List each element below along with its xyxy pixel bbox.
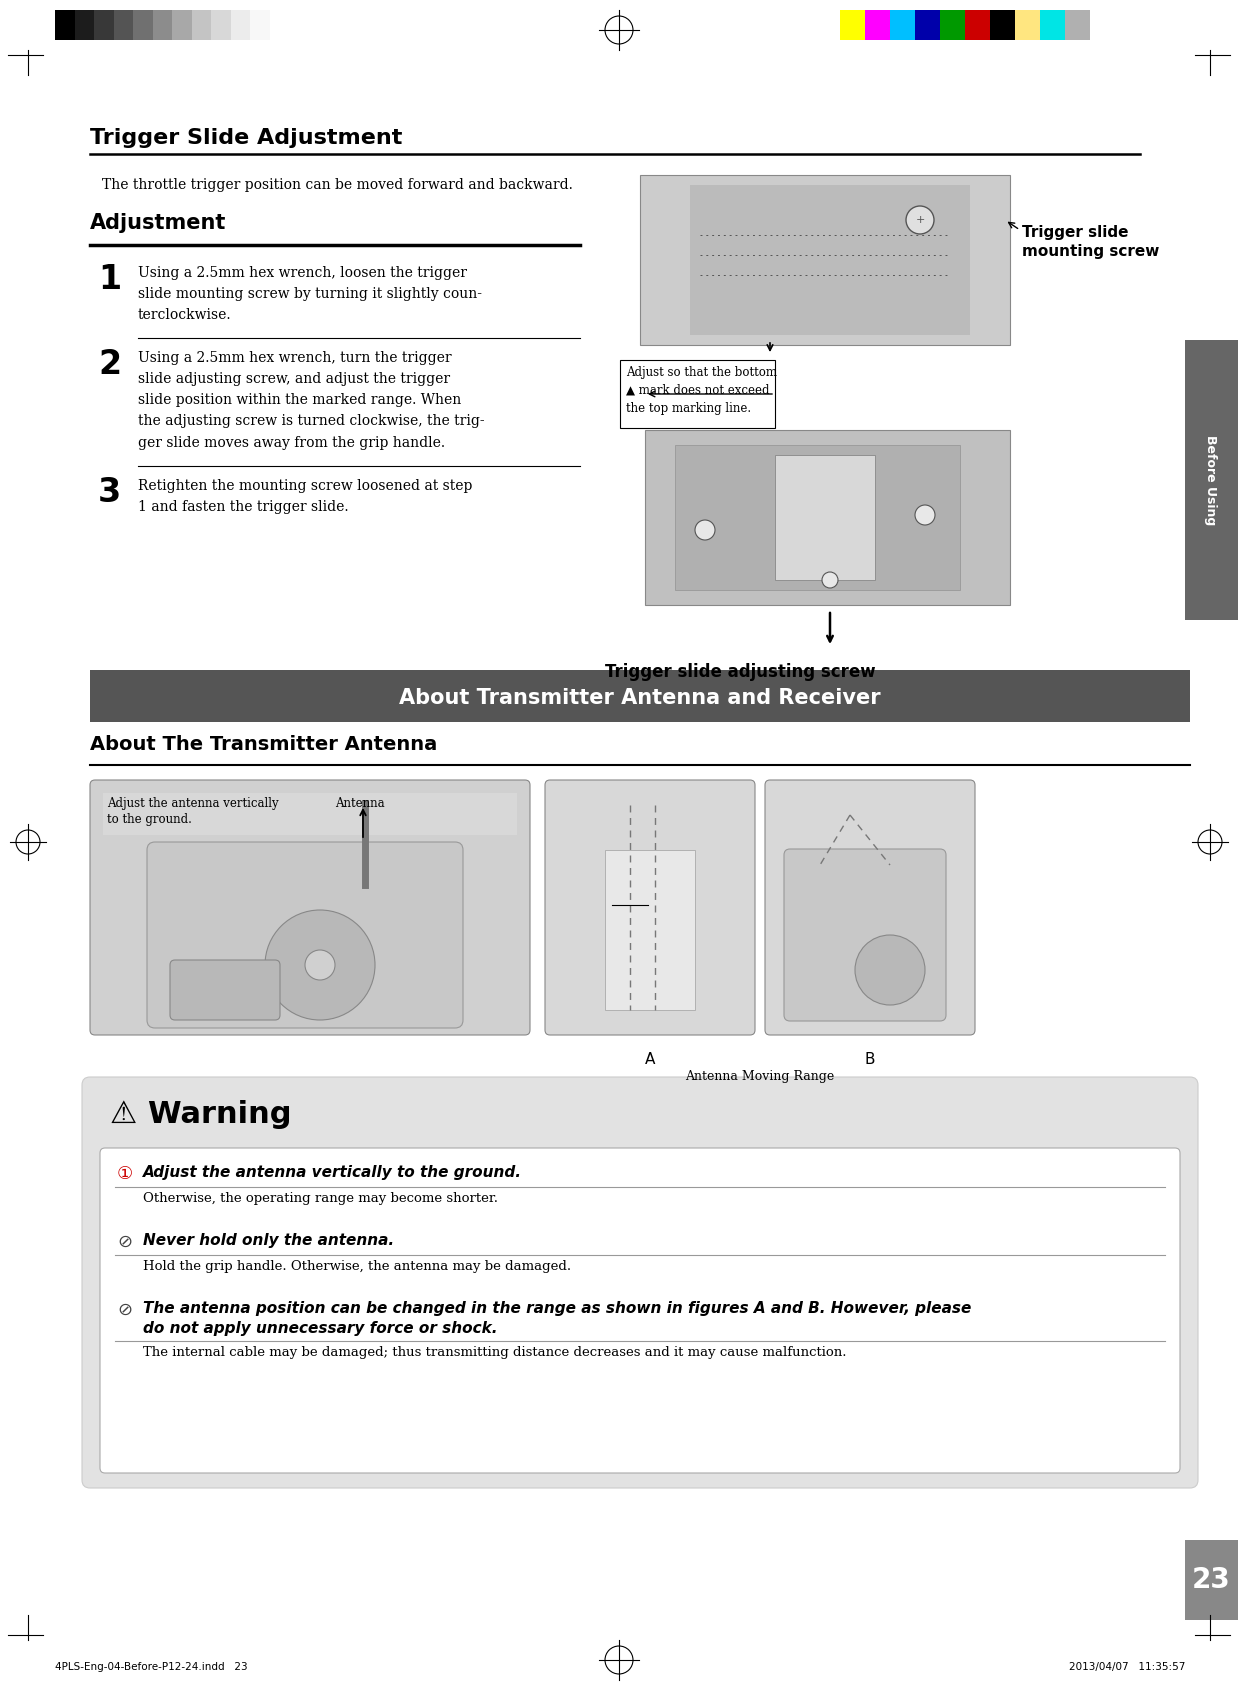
Bar [192,10,212,40]
Circle shape [915,506,935,526]
Text: Adjustment: Adjustment [90,212,227,233]
FancyBboxPatch shape [545,780,755,1035]
Bar [1185,340,1238,620]
Bar [114,10,134,40]
Text: Hold the grip handle. Otherwise, the antenna may be damaged.: Hold the grip handle. Otherwise, the ant… [144,1260,571,1272]
Bar [1185,1540,1238,1619]
Bar [890,10,915,40]
Text: A: A [645,1051,655,1067]
Bar [690,185,971,335]
Bar [990,10,1015,40]
Bar [103,794,517,836]
Circle shape [265,910,375,1019]
Text: 2013/04/07   11:35:57: 2013/04/07 11:35:57 [1068,1661,1185,1672]
Text: ⊘: ⊘ [118,1233,132,1250]
Text: Adjust the antenna vertically
to the ground.: Adjust the antenna vertically to the gro… [106,797,279,826]
Bar [172,10,192,40]
Circle shape [855,935,925,1004]
Bar [640,175,1010,345]
Text: Antenna: Antenna [335,797,385,810]
Text: 23: 23 [1192,1565,1231,1594]
Text: Adjust the antenna vertically to the ground.: Adjust the antenna vertically to the gro… [144,1164,522,1179]
Text: Retighten the mounting screw loosened at step
1 and fasten the trigger slide.: Retighten the mounting screw loosened at… [137,479,473,514]
Text: Otherwise, the operating range may become shorter.: Otherwise, the operating range may becom… [144,1191,498,1205]
Bar [1040,10,1065,40]
Text: Antenna Moving Range: Antenna Moving Range [686,1070,834,1083]
Text: 2: 2 [98,349,121,381]
Bar [620,361,775,428]
FancyBboxPatch shape [765,780,976,1035]
Bar [134,10,152,40]
Text: 1: 1 [98,263,121,297]
Bar [250,10,270,40]
Bar [940,10,964,40]
FancyBboxPatch shape [784,849,946,1021]
Bar [94,10,114,40]
Bar [645,430,1010,605]
Bar [1065,10,1089,40]
FancyBboxPatch shape [147,842,463,1028]
Circle shape [906,206,933,234]
FancyBboxPatch shape [90,780,530,1035]
Text: B: B [865,1051,875,1067]
Bar [964,10,990,40]
Text: Never hold only the antenna.: Never hold only the antenna. [144,1233,394,1249]
Text: 4PLS-Eng-04-Before-P12-24.indd   23: 4PLS-Eng-04-Before-P12-24.indd 23 [54,1661,248,1672]
Bar [775,455,875,580]
Text: +: + [915,216,925,226]
Text: Trigger slide adjusting screw: Trigger slide adjusting screw [604,662,875,681]
Bar [54,10,74,40]
Circle shape [305,950,335,981]
Text: ①: ① [118,1164,134,1183]
Text: Before Using: Before Using [1205,435,1217,526]
Bar [90,671,1190,721]
Bar [865,10,890,40]
Text: The internal cable may be damaged; thus transmitting distance decreases and it m: The internal cable may be damaged; thus … [144,1346,847,1360]
Text: Trigger Slide Adjustment: Trigger Slide Adjustment [90,128,402,148]
Text: ⊘: ⊘ [118,1301,132,1319]
Text: Using a 2.5mm hex wrench, turn the trigger
slide adjusting screw, and adjust the: Using a 2.5mm hex wrench, turn the trigg… [137,350,484,450]
Bar [915,10,940,40]
Text: Trigger slide
mounting screw: Trigger slide mounting screw [1023,226,1159,258]
Text: ⚠ Warning: ⚠ Warning [110,1100,291,1129]
FancyBboxPatch shape [170,960,280,1019]
Bar [841,10,865,40]
FancyBboxPatch shape [82,1077,1198,1488]
Circle shape [822,571,838,588]
Bar [212,10,232,40]
Bar [74,10,94,40]
FancyBboxPatch shape [100,1147,1180,1473]
Circle shape [695,521,716,539]
Text: The antenna position can be changed in the range as shown in figures A and B. Ho: The antenna position can be changed in t… [144,1301,972,1336]
Text: About The Transmitter Antenna: About The Transmitter Antenna [90,735,437,753]
Bar [1015,10,1040,40]
Bar [605,849,695,1009]
Text: Using a 2.5mm hex wrench, loosen the trigger
slide mounting screw by turning it : Using a 2.5mm hex wrench, loosen the tri… [137,266,482,322]
Text: The throttle trigger position can be moved forward and backward.: The throttle trigger position can be mov… [102,179,573,192]
Text: Adjust so that the bottom
▲ mark does not exceed
the top marking line.: Adjust so that the bottom ▲ mark does no… [626,366,777,415]
Bar [675,445,959,590]
Text: 3: 3 [98,475,121,509]
Bar [232,10,250,40]
Text: About Transmitter Antenna and Receiver: About Transmitter Antenna and Receiver [399,687,880,708]
Bar [152,10,172,40]
